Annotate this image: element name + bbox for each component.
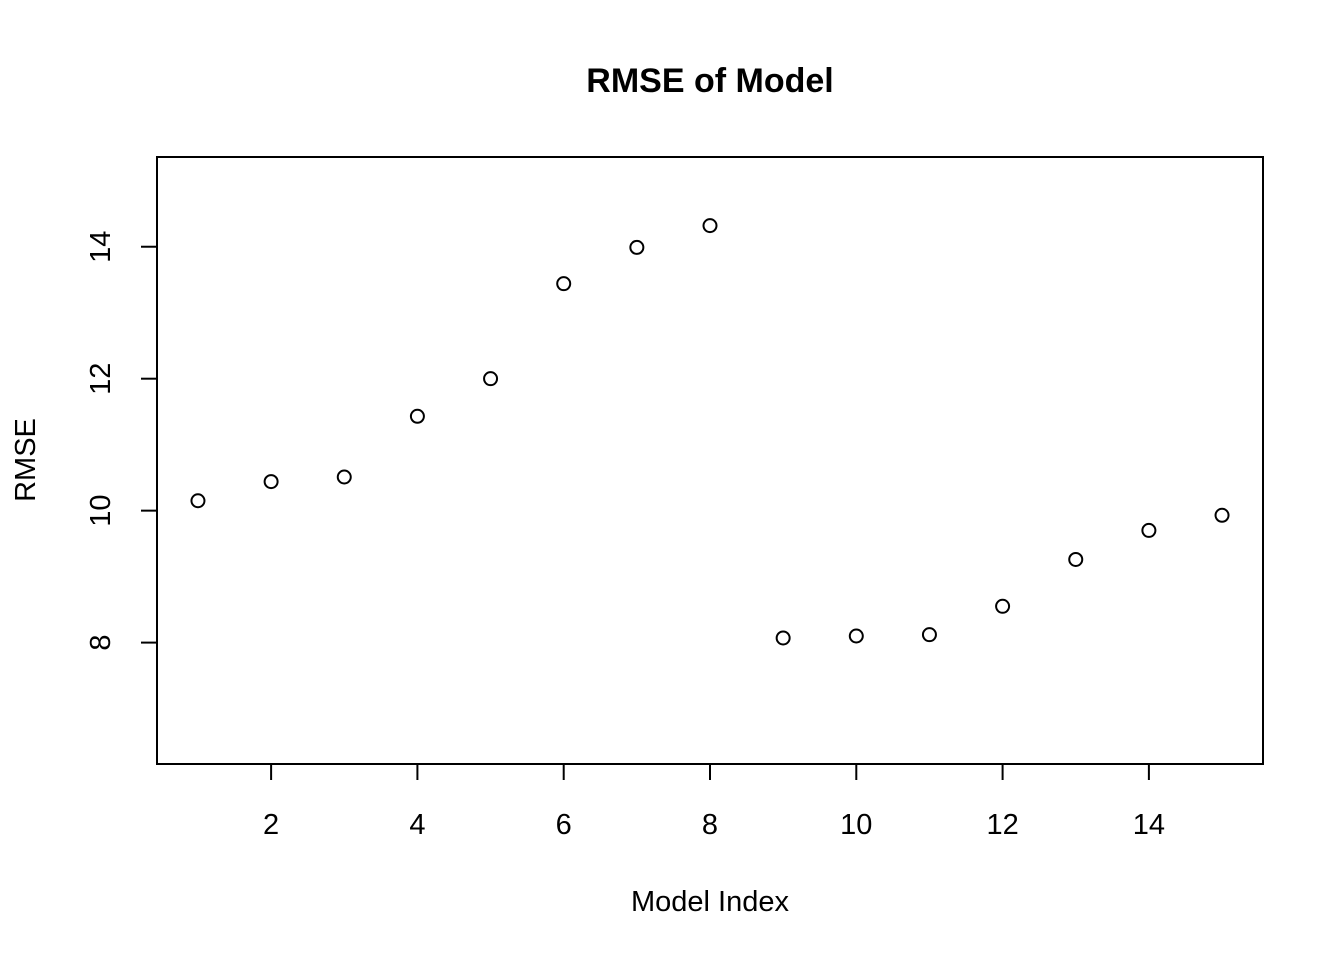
x-tick-label: 4	[409, 809, 425, 841]
data-point	[263, 474, 279, 490]
x-tick-label: 6	[556, 809, 572, 841]
data-point	[775, 630, 791, 646]
x-tick-label: 10	[840, 809, 872, 841]
data-points	[190, 218, 1230, 646]
y-tick-label: 14	[85, 231, 117, 263]
data-point	[409, 408, 425, 424]
x-tick-label: 14	[1133, 809, 1165, 841]
y-tick-label: 10	[85, 495, 117, 527]
data-point	[1068, 551, 1084, 567]
x-axis: 2 4 6 8 10 12 14	[263, 763, 1165, 841]
x-tick-label: 8	[702, 809, 718, 841]
y-axis: 8 10 12 14	[85, 231, 158, 651]
y-tick-label: 8	[85, 635, 117, 651]
data-point	[921, 627, 937, 643]
x-tick-label: 2	[263, 809, 279, 841]
data-point	[1141, 522, 1157, 538]
data-point	[629, 239, 645, 255]
data-point	[336, 469, 352, 485]
data-point	[702, 218, 718, 234]
chart-title: RMSE of Model	[586, 62, 833, 100]
data-point	[556, 276, 572, 292]
data-point	[848, 628, 864, 644]
x-tick-label: 12	[986, 809, 1018, 841]
data-point	[483, 371, 499, 387]
y-axis-label: RMSE	[10, 418, 42, 502]
x-axis-label: Model Index	[631, 886, 789, 918]
data-point	[190, 493, 206, 509]
data-point	[995, 598, 1011, 614]
y-tick-label: 12	[85, 363, 117, 395]
data-point	[1214, 507, 1230, 523]
